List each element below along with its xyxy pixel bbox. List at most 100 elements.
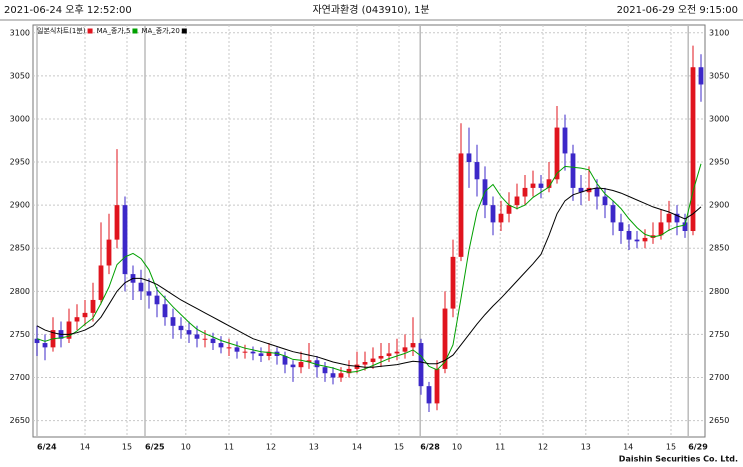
candle-body (114, 205, 120, 240)
candle-body (266, 351, 272, 356)
candle-body (674, 213, 680, 223)
candle-body (386, 353, 392, 356)
candle-body (314, 360, 320, 368)
candle-body (226, 347, 232, 349)
x-tick-label: 11 (495, 443, 505, 452)
legend-swatch (132, 28, 138, 34)
candle-body (362, 362, 368, 365)
candle-body (426, 386, 432, 404)
candle-body (538, 183, 544, 188)
candle-body (258, 353, 264, 356)
y-tick-label: 3050 (10, 71, 30, 80)
candle-body (698, 67, 704, 85)
candle-body (490, 205, 496, 223)
candle-body (514, 196, 520, 206)
candle-body (610, 205, 616, 223)
y-tick-label-right: 2700 (709, 373, 729, 382)
y-tick-label: 2950 (10, 158, 30, 167)
y-tick-label: 2750 (10, 330, 30, 339)
candle-body (402, 347, 408, 352)
candle-body (194, 334, 200, 339)
candle-body (210, 338, 216, 344)
y-tick-label-right: 3050 (709, 71, 729, 80)
y-tick-label: 2850 (10, 244, 30, 253)
legend-swatch (181, 28, 187, 34)
x-tick-label: 6/28 (420, 443, 440, 452)
candle-body (602, 196, 608, 206)
x-tick-label: 6/25 (145, 443, 165, 452)
y-tick-label: 2700 (10, 373, 30, 382)
x-tick-label: 14 (623, 443, 633, 452)
candle-body (378, 355, 384, 359)
x-tick-label: 6/29 (688, 443, 708, 452)
x-tick-label: 12 (538, 443, 548, 452)
y-tick-label: 2650 (10, 416, 30, 425)
candle-body (202, 338, 208, 340)
candle-body (242, 351, 248, 353)
candle-body (658, 222, 664, 236)
candle-body (626, 231, 632, 240)
y-tick-label: 2800 (10, 287, 30, 296)
candle-body (394, 351, 400, 354)
x-tick-label: 14 (80, 443, 90, 452)
candle-body (250, 351, 256, 354)
candle-body (690, 67, 696, 231)
candle-body (322, 367, 328, 374)
x-tick-label: 12 (266, 443, 276, 452)
candle-body (282, 355, 288, 365)
y-tick-label-right: 2850 (709, 244, 729, 253)
y-tick-label-right: 2950 (709, 158, 729, 167)
y-tick-label: 3000 (10, 114, 30, 123)
candle-body (154, 295, 160, 305)
candle-body (450, 256, 456, 309)
candle-body (74, 317, 80, 322)
x-tick-label: 13 (309, 443, 319, 452)
y-tick-label-right: 3100 (709, 28, 729, 37)
x-tick-label: 11 (224, 443, 234, 452)
candle-body (506, 205, 512, 214)
x-tick-label: 15 (666, 443, 676, 452)
footer: Daishin Securities Co. Ltd. (619, 455, 738, 464)
candle-body (162, 304, 168, 318)
candle-body (170, 317, 176, 326)
y-tick-label: 3100 (10, 28, 30, 37)
candle-body (570, 153, 576, 188)
candle-body (578, 187, 584, 193)
y-tick-label-right: 2750 (709, 330, 729, 339)
candle-body (98, 265, 104, 300)
candle-body (178, 325, 184, 331)
candle-body (634, 239, 640, 242)
candle-body (474, 162, 480, 180)
x-tick-label: 10 (452, 443, 462, 452)
legend-label: MA_종가,5 (97, 26, 131, 35)
x-tick-label: 13 (581, 443, 591, 452)
candle-body (330, 373, 336, 378)
candle-body (122, 205, 128, 275)
candle-body (218, 343, 224, 348)
candle-body (682, 222, 688, 231)
legend-label: 일본식차트(1분) (37, 26, 86, 35)
candle-body (618, 222, 624, 231)
candle-body (530, 183, 536, 188)
x-tick-label: 15 (122, 443, 132, 452)
candle-body (234, 347, 240, 352)
candle-body (90, 299, 96, 313)
candle-body (106, 239, 112, 266)
candle-body (554, 127, 560, 180)
candle-body (306, 360, 312, 363)
start-time: 2021-06-24 오후 12:52:00 (4, 4, 132, 16)
y-tick-label-right: 2900 (709, 201, 729, 210)
candle-body (338, 373, 344, 378)
candle-body (186, 330, 192, 335)
x-tick-label: 15 (394, 443, 404, 452)
candle-body (346, 368, 352, 374)
y-tick-label-right: 3000 (709, 114, 729, 123)
candle-body (498, 213, 504, 223)
x-tick-label: 14 (352, 443, 362, 452)
candle-body (642, 237, 648, 242)
candle-body (66, 321, 72, 339)
candle-body (522, 187, 528, 197)
y-tick-label: 2900 (10, 201, 30, 210)
